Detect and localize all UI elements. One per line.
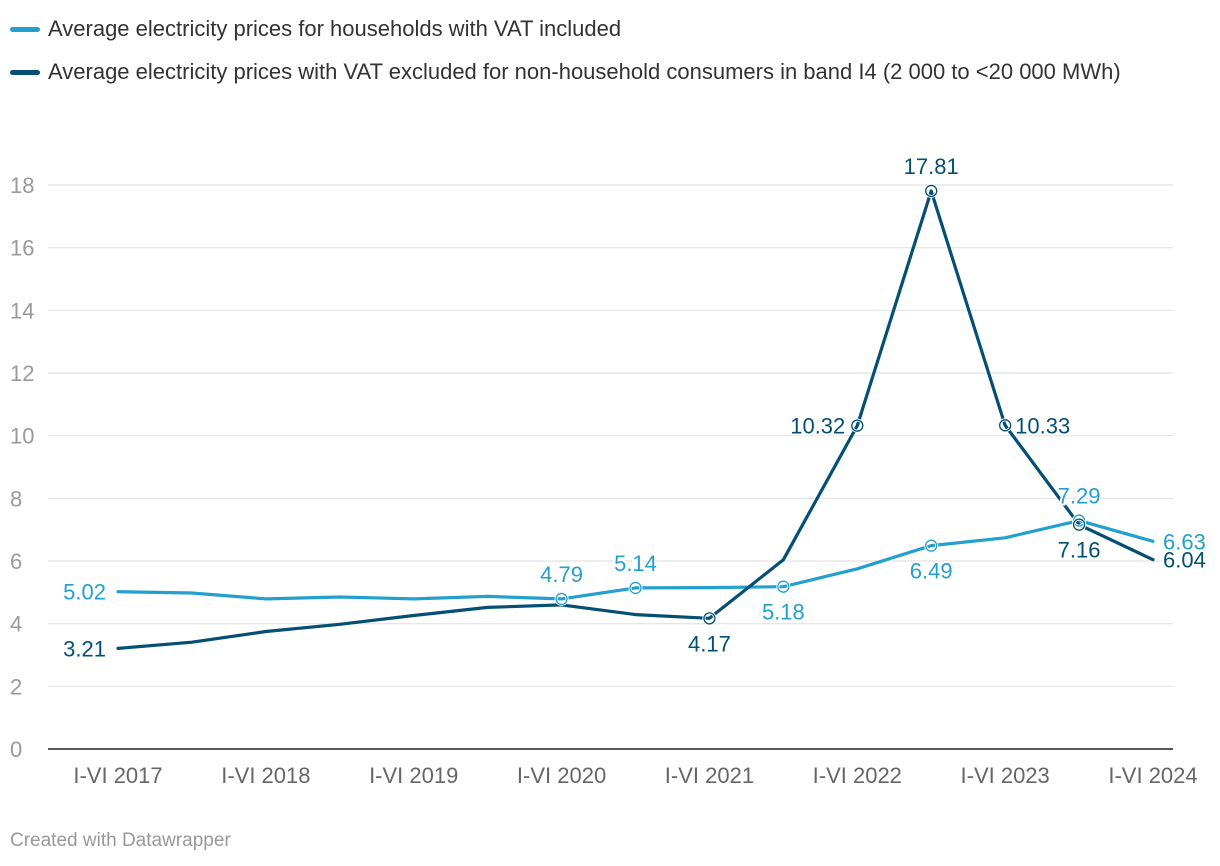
y-tick-label-10: 10 (10, 424, 34, 449)
y-tick-label-8: 8 (10, 486, 22, 511)
x-tick-label: I-VI 2019 (369, 763, 458, 788)
x-tick-label: I-VI 2018 (221, 763, 310, 788)
data-point-marker (1072, 518, 1086, 531)
x-tick-label: I-VI 2021 (665, 763, 754, 788)
x-tick-label: I-VI 2017 (73, 763, 162, 788)
series-line-0 (116, 518, 1155, 601)
y-tick-label-14: 14 (10, 298, 34, 323)
legend: Average electricity prices for household… (10, 12, 1200, 98)
data-label: 5.02 (63, 580, 106, 605)
data-point-marker (998, 419, 1012, 432)
data-label: 10.32 (790, 414, 845, 439)
data-label: 17.81 (904, 154, 959, 179)
data-label: 5.14 (614, 551, 657, 576)
legend-label-non-households: Average electricity prices with VAT excl… (48, 59, 1121, 84)
y-tick-label-16: 16 (10, 236, 34, 261)
data-label: 6.63 (1163, 529, 1206, 554)
series-line-1 (116, 189, 1155, 651)
legend-swatch-non-households (10, 70, 40, 75)
y-tick-label-12: 12 (10, 361, 34, 386)
legend-swatch-households (10, 27, 40, 32)
data-label: 6.49 (910, 559, 953, 584)
data-point-marker (925, 539, 938, 552)
legend-item-households[interactable]: Average electricity prices for household… (10, 12, 1200, 45)
y-tick-label-0: 0 (10, 737, 22, 762)
data-point-marker (851, 419, 864, 432)
data-point-marker (629, 581, 642, 595)
footer-credit: Created with Datawrapper (10, 830, 231, 851)
data-label: 10.33 (1015, 413, 1070, 438)
y-tick-label-2: 2 (10, 674, 22, 699)
data-label: 4.17 (688, 631, 731, 656)
x-tick-label: I-VI 2023 (961, 763, 1050, 788)
legend-label-households: Average electricity prices for household… (48, 16, 622, 41)
y-tick-label-18: 18 (10, 173, 34, 198)
x-tick-label: I-VI 2022 (813, 763, 902, 788)
data-point-marker (555, 592, 568, 606)
data-label: 7.16 (1058, 538, 1101, 563)
data-point-marker (925, 184, 938, 198)
x-tick-label: I-VI 2024 (1108, 763, 1197, 788)
data-label: 6.04 (1163, 548, 1206, 573)
data-point-marker (777, 580, 790, 593)
data-label: 4.79 (540, 562, 583, 587)
data-point-marker (703, 612, 716, 625)
data-label: 5.18 (762, 600, 805, 625)
data-label: 3.21 (63, 636, 106, 661)
legend-item-non-households[interactable]: Average electricity prices with VAT excl… (10, 55, 1200, 88)
data-label: 7.29 (1058, 484, 1101, 509)
y-tick-label-4: 4 (10, 612, 22, 637)
y-tick-label-6: 6 (10, 549, 22, 574)
x-tick-label: I-VI 2020 (517, 763, 606, 788)
